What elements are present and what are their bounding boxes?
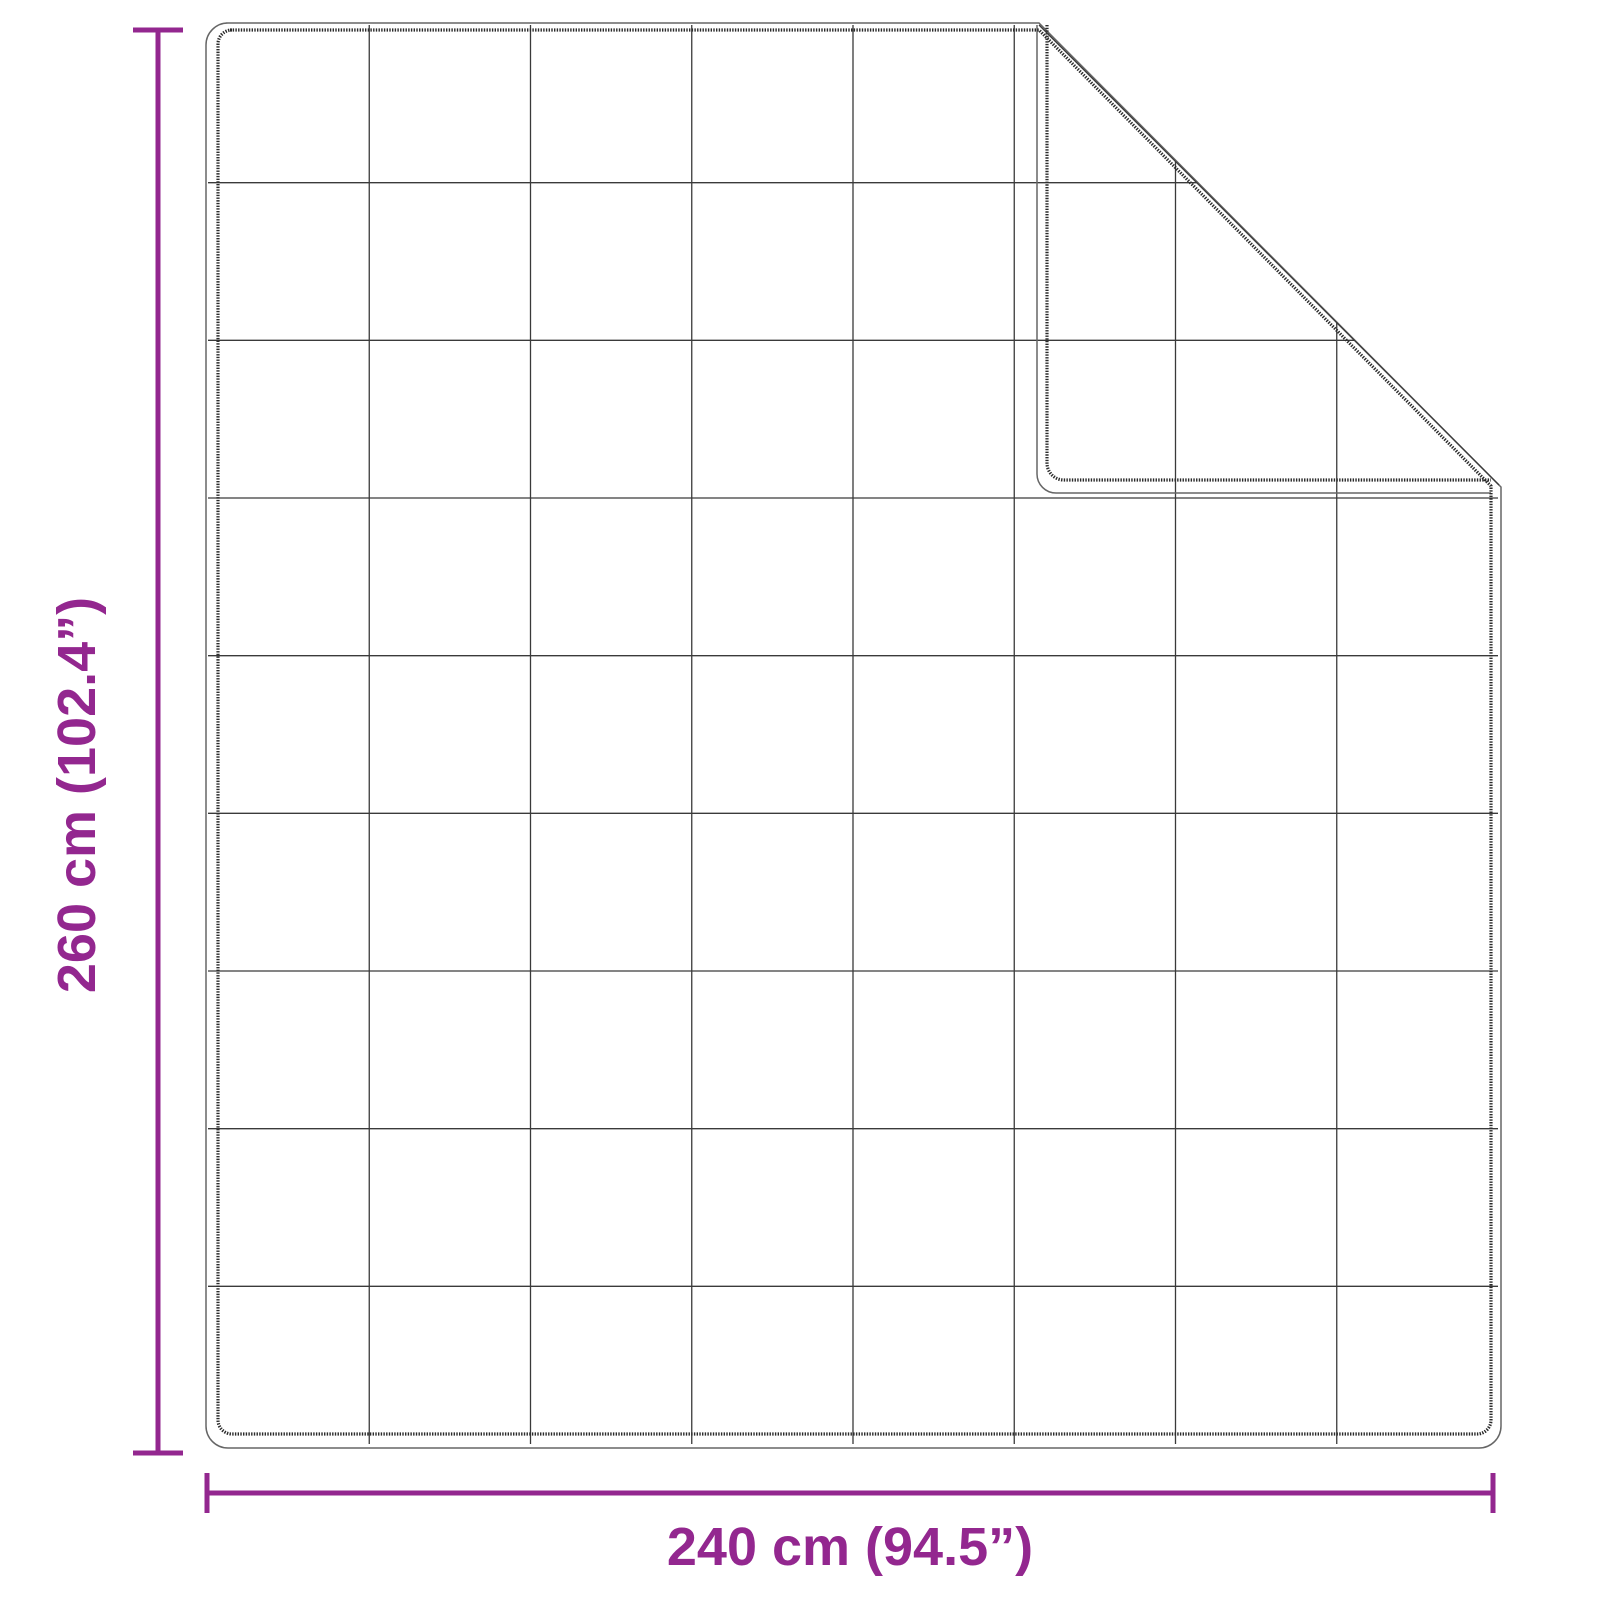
svg-text:260 cm (102.4”): 260 cm (102.4”): [47, 597, 107, 993]
svg-text:240 cm (94.5”): 240 cm (94.5”): [667, 1517, 1033, 1577]
